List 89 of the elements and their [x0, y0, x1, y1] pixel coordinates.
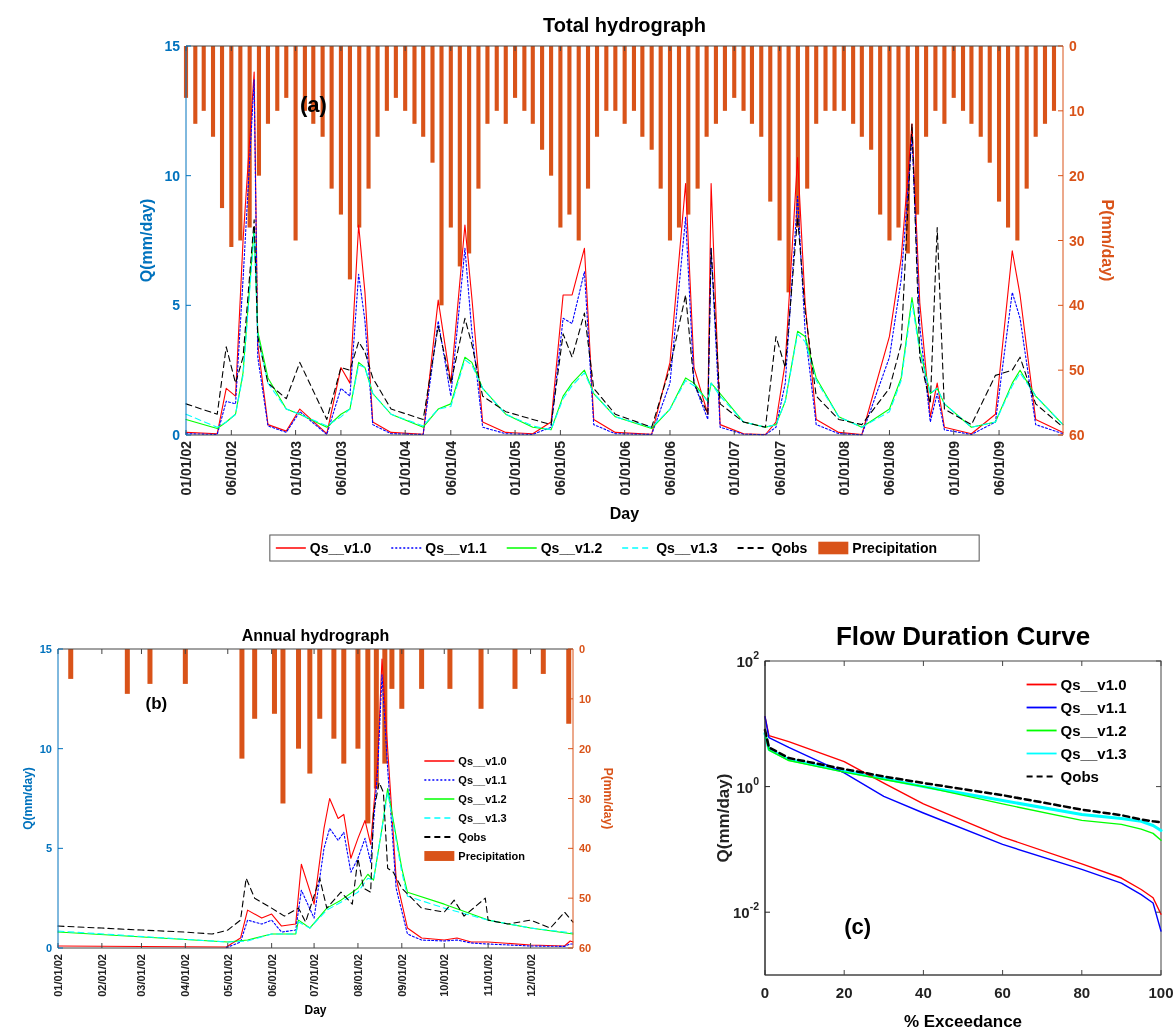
legend-label: Precipitation [458, 850, 526, 862]
legend-label: Qs__v1.0 [458, 755, 507, 767]
x-tick-label: 60 [994, 984, 1011, 1001]
x-tick-label: 02/01/02 [95, 954, 108, 997]
x-tick-label: 06/01/08 [881, 440, 898, 496]
x-tick-label: 01/01/04 [397, 440, 414, 496]
x-tick-label: 06/01/05 [552, 440, 569, 496]
y2-tick-label: 30 [579, 792, 592, 805]
y2-tick-label: 20 [579, 742, 592, 755]
x-tick-label: 06/01/02 [265, 954, 278, 997]
legend-label: Qs__v1.3 [1060, 745, 1127, 762]
y-tick-label: 10 [164, 167, 181, 184]
y-tick-label: 10$^{0}$ [736, 774, 760, 796]
x-tick-label: 01/01/02 [178, 440, 194, 496]
legend-label: Precipitation [852, 540, 938, 556]
legend-label: Qs__v1.2 [458, 793, 507, 805]
chart-title: Flow Duration Curve [835, 621, 1091, 651]
legend-label: Qs__v1.1 [458, 774, 507, 786]
x-tick-label: 08/01/02 [351, 954, 364, 997]
y2-tick-label: 20 [1069, 167, 1085, 184]
x-tick-label: 40 [915, 984, 932, 1001]
x-tick-label: 04/01/02 [179, 954, 192, 997]
y-tick-label: 0 [45, 942, 52, 954]
x-tick-label: 06/01/02 [223, 440, 240, 496]
legend-label: Qobs [458, 831, 487, 843]
legend-label: Qs__v1.0 [309, 540, 372, 556]
y2-tick-label: 60 [1069, 427, 1085, 443]
annotation: (a) [300, 92, 327, 118]
chart-title: Annual hydrograph [241, 627, 390, 644]
x-axis-title: Day [609, 505, 640, 522]
y-tick-label: 10$^{-2}$ [732, 900, 760, 921]
annotation: (b) [145, 693, 168, 713]
chart-title: Total hydrograph [543, 14, 706, 36]
legend-label: Qs__v1.2 [1060, 722, 1127, 739]
x-tick-label: 06/01/07 [771, 440, 788, 496]
y2-tick-label: 50 [579, 892, 592, 905]
x-tick-label: 01/01/06 [616, 440, 633, 496]
x-tick-label: 06/01/09 [991, 440, 1008, 496]
y-tick-label: 0 [172, 427, 181, 443]
x-tick-label: 01/01/02 [52, 954, 64, 997]
x-tick-label: 09/01/02 [395, 954, 408, 997]
x-tick-label: 20 [835, 984, 853, 1001]
x-tick-label: 01/01/08 [835, 440, 852, 496]
legend-label: Qs__v1.1 [1060, 699, 1127, 716]
y2-tick-label: 40 [579, 842, 592, 855]
legend-label: Qs__v1.3 [656, 540, 718, 556]
x-tick-label: 12/01/02 [524, 954, 537, 997]
y2-axis-title: P(mm/day) [1099, 199, 1117, 282]
legend-label: Qs__v1.2 [540, 540, 603, 556]
x-tick-label: 03/01/02 [135, 954, 148, 997]
x-tick-label: 01/01/03 [287, 440, 304, 496]
x-tick-label: 11/01/02 [482, 954, 495, 997]
y-axis-title: Q(mm/day) [20, 767, 35, 830]
legend-label: Qs__v1.0 [1060, 676, 1127, 693]
y-tick-label: 5 [172, 297, 181, 314]
y-tick-label: 5 [45, 842, 52, 855]
legend-label: Qobs [1060, 768, 1099, 785]
x-tick-label: 10/01/02 [438, 954, 451, 997]
x-axis-title: % Exceedance [903, 1012, 1023, 1027]
y-tick-label: 10$^{2}$ [736, 649, 760, 670]
y-tick-label: 15 [39, 643, 52, 655]
y2-tick-label: 30 [1069, 232, 1085, 249]
y-axis-title: Q(mm/day) [138, 198, 156, 283]
x-tick-label: 01/01/09 [945, 440, 962, 496]
y-axis-title: Q(mm/day) [714, 773, 733, 863]
y2-tick-label: 10 [579, 692, 592, 705]
y-tick-label: 10 [39, 742, 52, 755]
legend-label: Qs__v1.3 [458, 812, 507, 824]
y-tick-label: 15 [164, 38, 181, 54]
x-tick-label: 06/01/04 [442, 440, 459, 496]
y2-tick-label: 0 [579, 643, 586, 655]
x-tick-label: 01/01/05 [507, 440, 524, 496]
y2-tick-label: 0 [1069, 38, 1077, 54]
x-tick-label: 07/01/02 [308, 954, 321, 997]
x-tick-label: 06/01/06 [661, 440, 678, 496]
x-tick-label: 01/01/07 [726, 440, 743, 496]
legend-label: Qobs [771, 540, 808, 556]
x-tick-label: 100 [1148, 984, 1174, 1001]
y2-tick-label: 40 [1069, 297, 1085, 314]
x-axis-title: Day [304, 1003, 327, 1017]
y2-tick-label: 60 [579, 942, 592, 954]
y2-tick-label: 10 [1069, 102, 1085, 119]
annotation: (c) [844, 914, 872, 940]
legend-label: Qs__v1.1 [425, 540, 487, 556]
x-tick-label: 05/01/02 [221, 954, 234, 997]
y2-axis-title: P(mm/day) [600, 767, 615, 830]
x-tick-label: 80 [1073, 984, 1091, 1001]
y2-tick-label: 50 [1069, 362, 1085, 379]
x-tick-label: 06/01/03 [332, 440, 349, 496]
